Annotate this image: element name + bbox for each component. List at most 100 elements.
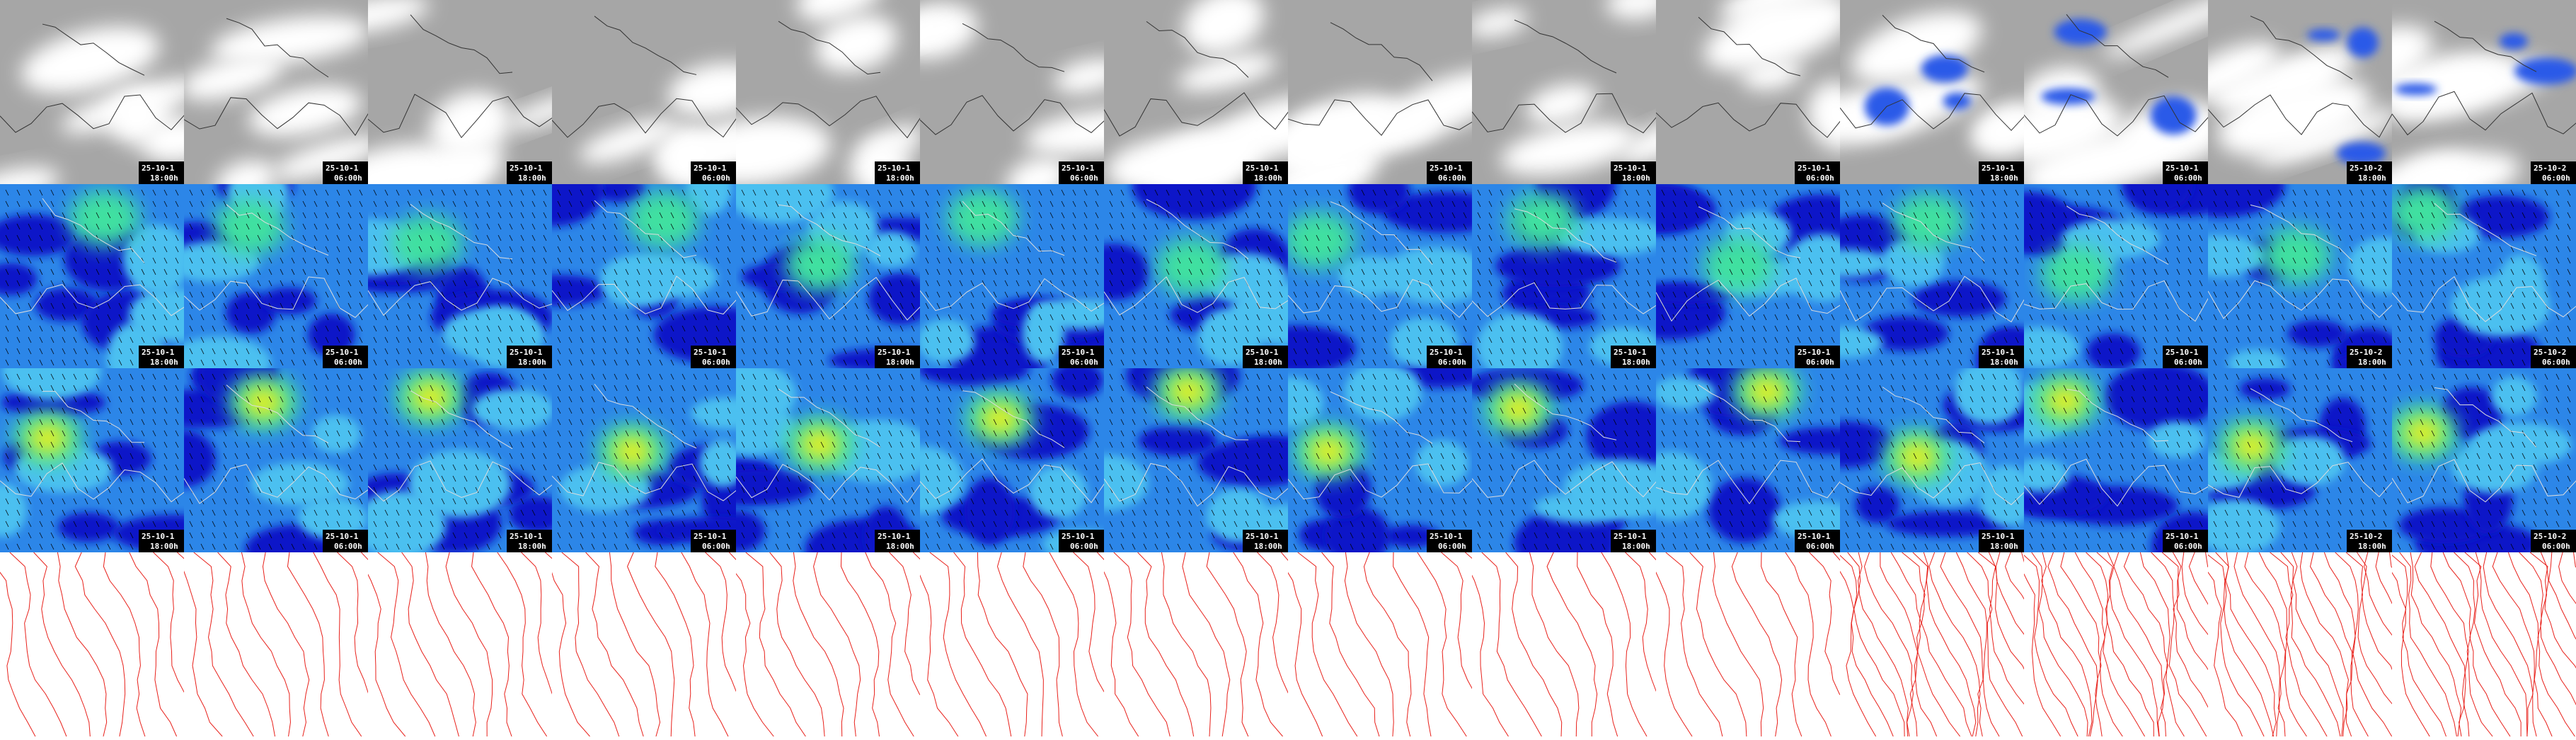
wind-barb [1808,200,1812,207]
wind-barb [509,486,513,494]
wind-barb [418,532,422,539]
wind-barb [2187,280,2192,287]
wind-barb [1661,246,1665,253]
wind-barb [2131,234,2135,241]
wind-barb [302,441,306,448]
wind-barb [62,314,66,321]
wind-barb [1936,246,1940,253]
coastline [1330,22,1433,81]
wind-barb [407,291,411,298]
wind-barb [1718,246,1722,253]
wind-barb [1718,280,1722,287]
wind-barb [2292,246,2296,253]
wind-barb [1958,348,1962,355]
wind-barb [418,336,422,343]
wind-barb [854,268,858,275]
wind-barb [50,348,54,355]
wind-barb [373,452,377,460]
wind-barb [2465,325,2469,332]
wind-barb [28,325,32,332]
wind-barb [452,441,456,448]
wind-barb [50,520,54,528]
wind-barb [2544,325,2548,332]
wind-barb [1661,280,1665,287]
wind-barb [1958,257,1962,264]
wind-barb [636,212,640,219]
wind-barb [1819,200,1824,207]
wind-barb [130,373,134,380]
wind-barb [1752,359,1756,366]
wind-barb [2281,280,2285,287]
wind-barb [2086,302,2090,309]
wind-barb [1304,302,1309,309]
wind-barb [396,419,400,426]
wind-barb [212,543,216,550]
wind-barb [982,246,986,253]
wind-barb [602,452,606,460]
wind-barb [189,498,193,505]
wind-barb [212,314,216,321]
wind-barb [1740,234,1744,241]
wind-barb [1406,302,1410,309]
wind-barb [820,257,824,264]
wind-barb [5,291,9,298]
wind-barb [2488,246,2492,253]
cloud [1006,156,1070,184]
wind-barb [441,475,445,482]
wind-barb [2108,257,2112,264]
wind-barb [1992,325,1996,332]
wind-barb [648,452,652,460]
wind-barb [163,302,168,309]
wind-barb [280,302,284,309]
wind-barb [325,441,329,448]
wind-barb [96,543,100,550]
wind-barb [1579,268,1583,275]
wind-barb [1808,246,1812,253]
wind-barb [1095,302,1099,309]
wind-barb [591,373,595,380]
wind-barb [959,348,963,355]
wind-barb [843,223,847,230]
wind-barb [1372,336,1376,343]
wind-barb [1500,212,1504,219]
time-label: 18:00h [886,358,914,367]
wind-barb [854,314,858,321]
wind-barb [1868,200,1872,207]
wind-barb [384,419,389,426]
wind-barb [1545,302,1549,309]
wind-barb [636,268,640,275]
wind-barb [2304,212,2308,219]
wind-barb [280,234,284,241]
wind-barb [498,373,502,380]
wind-barb [1177,314,1181,321]
wind-barb [325,509,329,516]
wind-barb [1338,246,1342,253]
wind-barb [2142,212,2146,219]
wind-barb [1613,234,1617,241]
wind-barb [1661,234,1665,241]
wind-barb [2499,291,2503,298]
wind-barb [2349,212,2353,219]
precip [1943,92,1972,110]
wind-barb [407,280,411,287]
wind-barb [1797,189,1801,196]
wind-barb [1154,268,1158,275]
wind-barb [1316,268,1320,275]
wind-barb [741,280,745,287]
wind-barb [246,359,250,366]
wind-barb [5,498,9,505]
wind-barb [441,212,445,219]
wind-barb [498,302,502,309]
wind-barb [1338,268,1342,275]
wind-barb [2074,189,2078,196]
wind-barb [418,280,422,287]
wind-barb [373,336,377,343]
coastline [2434,203,2537,256]
wind-barb [130,280,134,287]
wind-barb [741,200,745,207]
wind-barb [314,498,318,505]
wind-barb [418,223,422,230]
wind-barb [2371,314,2376,321]
wind-barb [520,223,524,230]
wind-barb [268,407,272,414]
